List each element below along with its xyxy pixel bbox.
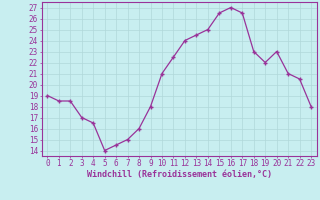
- X-axis label: Windchill (Refroidissement éolien,°C): Windchill (Refroidissement éolien,°C): [87, 170, 272, 179]
